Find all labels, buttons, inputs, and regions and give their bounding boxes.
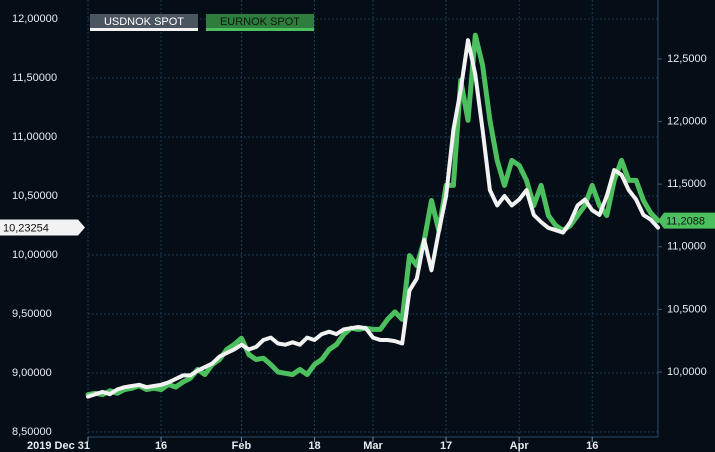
y-tick-label: 10,00000 <box>12 249 58 261</box>
y-tick-label: 10,50000 <box>12 190 58 202</box>
x-tick-label: Mar <box>363 440 383 452</box>
legend-label: USDNOK SPOT <box>104 16 184 28</box>
x-tick-label: 18 <box>308 440 320 452</box>
y-tick-label: 9,50000 <box>12 308 52 320</box>
y2-tick-label: 10,0000 <box>667 366 707 378</box>
y-tick-label: 8,50000 <box>12 426 52 438</box>
legend-box <box>90 14 198 31</box>
y2-tick-label: 10,5000 <box>667 303 707 315</box>
y2-tick-label: 11,5000 <box>667 178 706 190</box>
last-value-label: 10,23254 <box>3 222 49 234</box>
y2-tick-label: 11,0000 <box>667 241 706 253</box>
legend-label: EURNOK SPOT <box>220 16 300 28</box>
y-tick-label: 12,00000 <box>12 13 58 25</box>
x-tick-label: 16 <box>586 440 598 452</box>
last-value-tag <box>658 212 715 229</box>
last-value-tag <box>0 219 85 236</box>
legend-swatch <box>206 28 314 31</box>
last-value-label: 11,2088 <box>666 216 705 228</box>
series-line <box>86 38 660 399</box>
x-tick-label: 17 <box>440 440 452 452</box>
y2-tick-label: 12,0000 <box>667 115 707 127</box>
legend-box <box>206 14 314 31</box>
x-tick-label: 2019 Dec 31 <box>27 440 90 452</box>
legend-swatch <box>90 28 198 31</box>
x-tick-label: Apr <box>510 440 530 452</box>
x-tick-label: 16 <box>155 440 167 452</box>
y-tick-label: 9,00000 <box>12 367 52 379</box>
y2-tick-label: 12,5000 <box>667 53 707 65</box>
x-tick-label: Feb <box>232 440 252 452</box>
y-tick-label: 11,00000 <box>12 131 57 143</box>
y-tick-label: 11,50000 <box>12 72 57 84</box>
